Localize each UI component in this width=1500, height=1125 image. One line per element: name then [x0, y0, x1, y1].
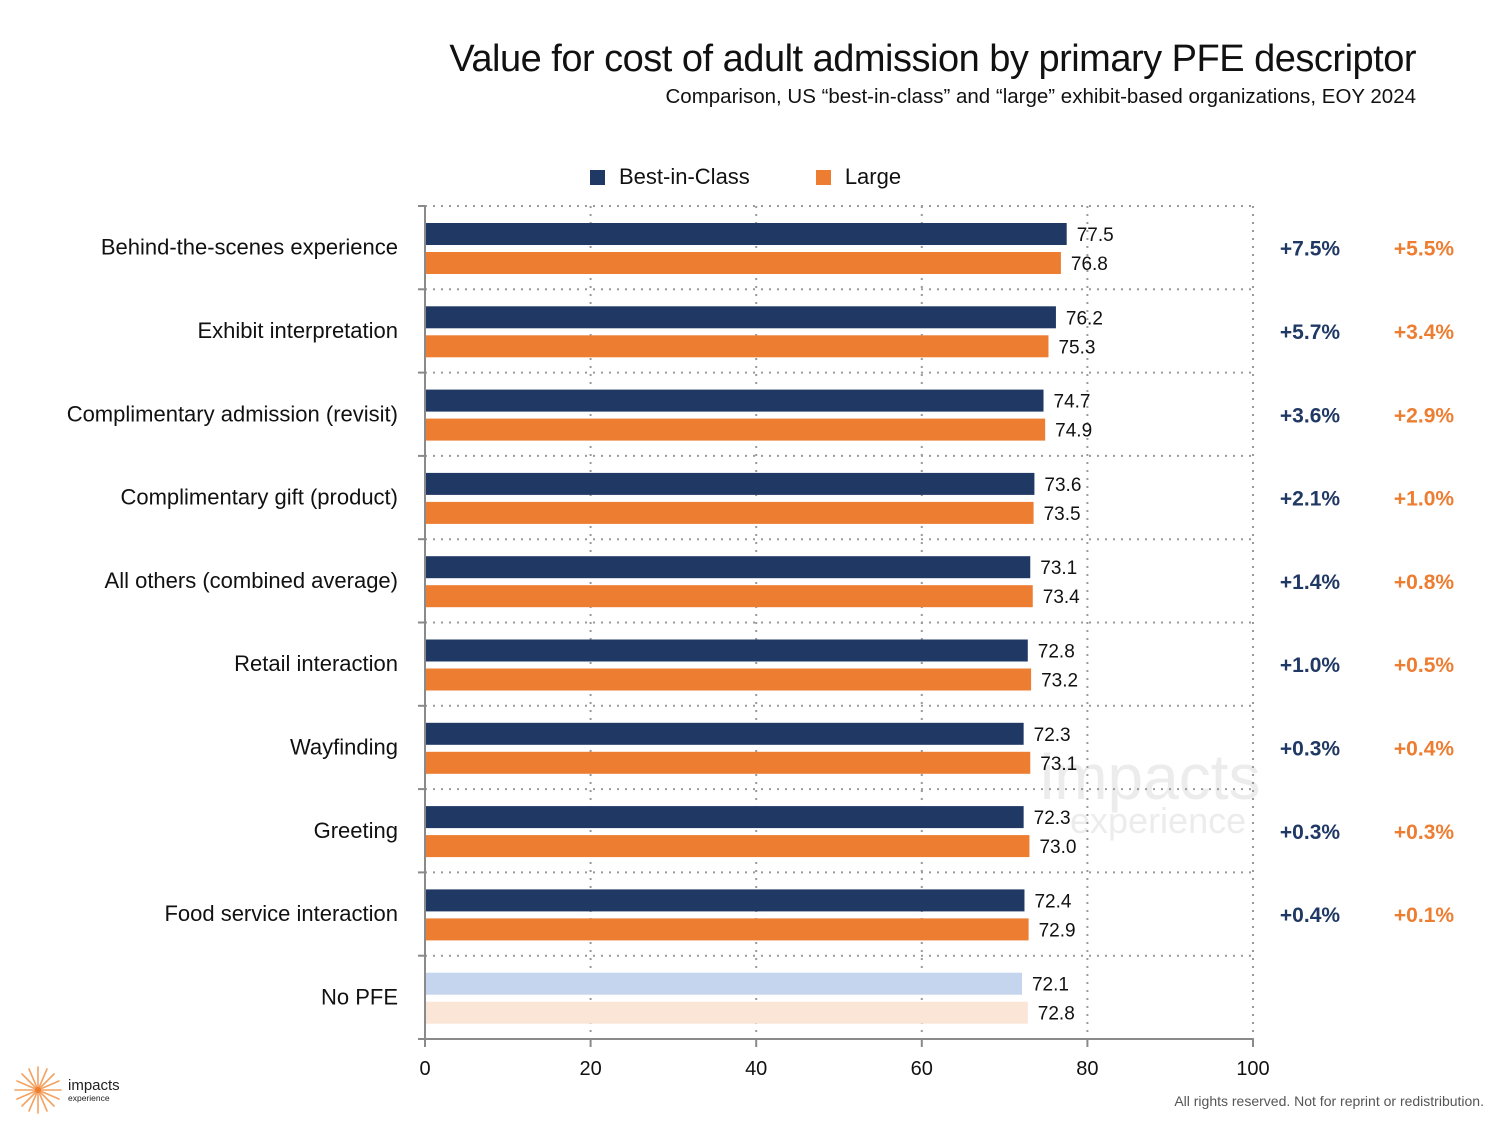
data-label: 72.8: [1038, 642, 1075, 663]
legend-label-best-in-class: Best-in-Class: [619, 164, 750, 189]
bar-large: [426, 585, 1033, 608]
pct-diff-label: +0.3%: [1394, 821, 1454, 844]
data-label: 73.2: [1041, 671, 1078, 692]
legend-item-large: Large: [815, 164, 902, 190]
category-label: Exhibit interpretation: [197, 318, 398, 343]
data-label: 72.3: [1034, 808, 1071, 829]
pct-diff-label: +0.3%: [1280, 737, 1340, 760]
legend: Best-in-Class Large: [590, 164, 967, 190]
rights-notice: All rights reserved. Not for reprint or …: [1174, 1093, 1484, 1109]
pct-diff-label: +5.7%: [1280, 321, 1340, 344]
bar-large: [426, 918, 1029, 941]
category-label: No PFE: [321, 984, 398, 1009]
category-label: Complimentary admission (revisit): [67, 401, 398, 426]
bar-best-in-class: [426, 472, 1035, 495]
x-tick-label: 0: [419, 1058, 430, 1080]
data-label: 75.3: [1058, 337, 1095, 358]
x-tick-label: 40: [745, 1058, 767, 1080]
logo-text-experience: experience: [68, 1092, 110, 1103]
data-label: 76.8: [1071, 254, 1108, 275]
pct-diff-label: +5.5%: [1394, 238, 1454, 261]
category-label: Wayfinding: [290, 734, 398, 759]
bar-large: [426, 501, 1034, 524]
pct-diff-label: +3.4%: [1394, 321, 1454, 344]
pct-diff-label: +1.0%: [1394, 488, 1454, 511]
pct-diff-label: +0.8%: [1394, 571, 1454, 594]
data-label: 76.2: [1066, 308, 1103, 329]
bar-best-in-class: [426, 223, 1067, 245]
category-label: All others (combined average): [105, 568, 398, 593]
pct-diff-label: +0.3%: [1280, 821, 1340, 844]
bar-large: [426, 835, 1030, 858]
pct-diff-label: +0.1%: [1394, 904, 1454, 927]
data-label: 72.9: [1039, 920, 1076, 941]
pct-diff-label: +3.6%: [1280, 404, 1340, 427]
data-label: 72.3: [1034, 725, 1071, 746]
bar-best-in-class: [426, 306, 1056, 329]
sunburst-logo-icon: [14, 1066, 62, 1114]
x-tick-label: 60: [911, 1058, 933, 1080]
data-label: 77.5: [1077, 225, 1114, 246]
bar-large: [426, 668, 1032, 691]
pct-diff-label: +1.4%: [1280, 571, 1340, 594]
bar-best-in-class: [426, 389, 1044, 412]
x-tick-label: 80: [1076, 1058, 1098, 1080]
bar-best-in-class: [426, 639, 1028, 662]
pct-diff-label: +2.1%: [1280, 488, 1340, 511]
legend-item-best-in-class: Best-in-Class: [590, 164, 750, 190]
pct-diff-label: +0.4%: [1280, 904, 1340, 927]
pct-diff-label: +2.9%: [1394, 404, 1454, 427]
bar-baseline-best-in-class: [426, 972, 1022, 995]
bar-large: [426, 751, 1031, 774]
pct-diff-label: +7.5%: [1280, 238, 1340, 261]
legend-swatch-large: [815, 169, 831, 185]
legend-swatch-best-in-class: [590, 169, 605, 185]
bar-best-in-class: [426, 722, 1024, 745]
category-label: Complimentary gift (product): [120, 485, 398, 510]
pct-diff-label: +1.0%: [1280, 654, 1340, 677]
pct-diff-label: +0.4%: [1394, 737, 1454, 760]
logo: impacts experience: [12, 1064, 120, 1116]
bar-best-in-class: [426, 806, 1024, 829]
x-tick-label: 20: [579, 1058, 601, 1080]
category-label: Behind-the-scenes experience: [101, 235, 398, 260]
x-tick-label: 100: [1236, 1058, 1269, 1080]
chart-title: Value for cost of adult admission by pri…: [449, 38, 1416, 80]
data-label: 72.4: [1034, 891, 1071, 912]
legend-label-large: Large: [844, 164, 902, 189]
data-label: 74.9: [1055, 421, 1092, 442]
chart-subtitle: Comparison, US “best-in-class” and “larg…: [665, 85, 1416, 108]
bar-best-in-class: [426, 889, 1025, 912]
category-label: Food service interaction: [164, 901, 398, 926]
data-label: 73.1: [1040, 754, 1077, 775]
bar-large: [426, 335, 1049, 358]
data-label: 73.0: [1039, 837, 1076, 858]
data-label: 74.7: [1054, 392, 1091, 413]
bar-large: [426, 418, 1046, 441]
data-label: 73.5: [1044, 504, 1081, 525]
data-label: 73.1: [1040, 558, 1077, 579]
data-label: 73.6: [1044, 475, 1081, 496]
bar-large: [426, 252, 1061, 274]
category-label: Retail interaction: [234, 651, 398, 676]
logo-text-impacts: impacts: [68, 1076, 120, 1094]
bar-best-in-class: [426, 556, 1031, 579]
data-label: 73.4: [1043, 587, 1080, 608]
data-label: 72.1: [1032, 975, 1069, 996]
pct-diff-label: +0.5%: [1394, 654, 1454, 677]
bar-baseline-large: [426, 1001, 1028, 1024]
category-label: Greeting: [314, 818, 398, 843]
data-label: 72.8: [1038, 1004, 1075, 1025]
